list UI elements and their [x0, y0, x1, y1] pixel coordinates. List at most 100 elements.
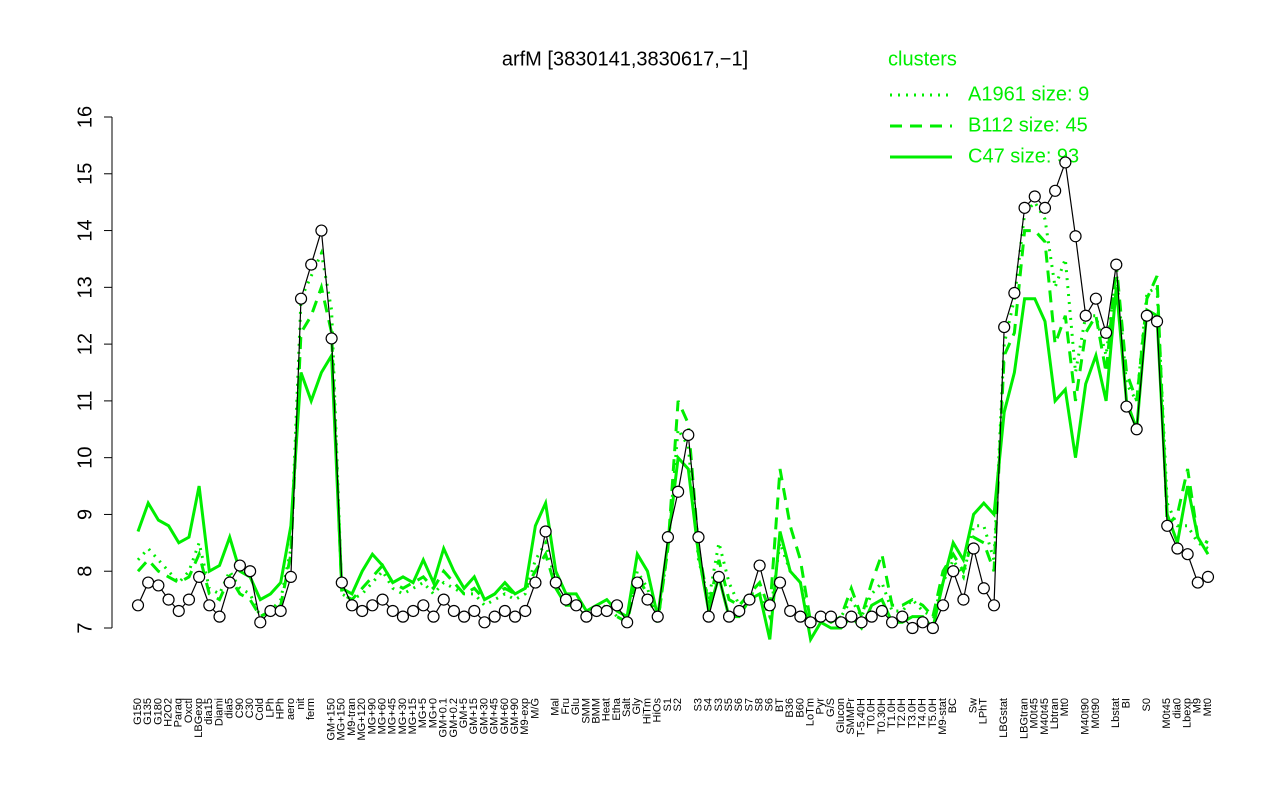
data-point	[488, 610, 501, 623]
data-point	[845, 610, 858, 623]
x-tick-label: GM+90	[509, 698, 521, 734]
data-point	[1079, 309, 1092, 322]
legend-title: clusters	[888, 48, 957, 70]
y-tick-label: 15	[74, 163, 96, 185]
data-point	[305, 258, 318, 271]
data-point	[977, 582, 990, 595]
x-tick-label: T4.0H	[917, 698, 929, 728]
x-tick-label: Pyr	[815, 698, 827, 715]
x-tick-label: GM+30	[478, 698, 490, 734]
x-tick-label: S2	[672, 698, 684, 711]
data-point	[1049, 184, 1062, 197]
legend-label: A1961 size: 9	[968, 83, 1089, 105]
x-tick-label: C30	[244, 698, 256, 718]
data-point	[947, 565, 960, 578]
x-tick-label: nit	[295, 698, 307, 710]
x-tick-label: Heat	[601, 698, 613, 721]
data-point	[916, 616, 929, 629]
data-point	[621, 616, 634, 629]
data-point	[835, 616, 848, 629]
data-point	[1099, 326, 1113, 339]
data-point	[570, 599, 583, 612]
x-tick-label: GM+5	[458, 698, 470, 728]
x-tick-label: S4	[703, 698, 715, 711]
data-point	[855, 616, 868, 629]
data-point	[794, 610, 807, 623]
x-tick-label: Lbtran	[1049, 698, 1061, 729]
data-point	[284, 570, 297, 584]
data-point	[508, 610, 522, 623]
data-point	[1110, 258, 1123, 271]
data-point	[131, 599, 145, 612]
data-point	[1120, 400, 1133, 413]
data-point	[702, 610, 715, 623]
x-tick-label: C90	[234, 698, 246, 718]
data-line	[137, 162, 1209, 629]
x-tick-label: Gly	[631, 698, 643, 715]
x-tick-label: S0	[1141, 698, 1153, 711]
x-tick-label: MG+150	[336, 698, 348, 741]
data-point	[559, 593, 573, 606]
data-point	[447, 604, 461, 618]
data-point	[243, 565, 257, 578]
x-tick-label: dia15	[203, 698, 215, 725]
data-point	[1038, 201, 1052, 214]
x-tick-label: T3.0H	[906, 698, 918, 728]
data-point	[682, 428, 695, 442]
x-tick-label: G135	[142, 698, 154, 725]
data-point	[468, 604, 481, 618]
y-tick-label: 13	[74, 276, 96, 298]
x-tick-label: T0.30H	[876, 698, 888, 734]
data-point	[254, 616, 267, 629]
data-point	[325, 332, 338, 345]
x-tick-label: LPh	[264, 698, 276, 718]
x-tick-label: dia5	[224, 698, 236, 719]
data-point	[661, 531, 675, 544]
data-point	[1191, 576, 1204, 589]
data-point	[1059, 156, 1072, 169]
data-point	[549, 576, 562, 589]
data-point	[529, 576, 542, 589]
x-tick-label: Mt0	[1202, 698, 1214, 716]
data-point	[600, 604, 613, 618]
data-point	[773, 576, 787, 589]
x-tick-label: S1	[662, 698, 674, 711]
x-tick-label: S7	[743, 698, 755, 711]
data-point	[407, 604, 420, 618]
x-tick-label: Lbstat	[1110, 698, 1122, 728]
x-tick-label: Glu	[570, 698, 582, 715]
x-tick-label: S8	[754, 698, 766, 711]
x-tick-label: S3	[713, 698, 725, 711]
x-tick-label: H2O2	[162, 698, 174, 727]
data-point	[274, 604, 287, 618]
data-point	[356, 604, 369, 618]
data-point	[875, 604, 889, 618]
x-tick-label: Salt	[621, 698, 633, 717]
x-tick-label: S3	[692, 698, 704, 711]
x-tick-label: BMM	[590, 698, 602, 724]
legend-label: B112 size: 45	[968, 114, 1088, 136]
data-point	[498, 604, 511, 618]
data-point	[804, 616, 817, 629]
data-point	[233, 559, 247, 572]
x-tick-label: T5.0H	[927, 698, 939, 728]
data-point	[213, 610, 226, 623]
x-tick-label: M9-tran	[346, 698, 358, 736]
data-point	[417, 599, 430, 612]
y-tick-label: 14	[74, 219, 96, 241]
x-tick-label: GM+45	[489, 698, 501, 734]
data-point	[345, 599, 359, 612]
data-point	[631, 576, 644, 589]
data-point	[987, 599, 1001, 612]
x-tick-label: M40t90	[1080, 698, 1092, 735]
x-tick-label: MG+30	[397, 698, 409, 734]
data-point	[335, 576, 348, 589]
x-tick-label: HiOs	[652, 698, 664, 723]
data-point	[437, 593, 450, 606]
x-tick-label: Sw	[968, 698, 980, 713]
x-tick-label: GM+15	[468, 698, 480, 734]
data-point	[865, 610, 878, 623]
x-tick-label: M9	[1192, 698, 1204, 713]
data-point	[936, 599, 950, 612]
x-tick-label: ferm	[305, 698, 317, 720]
